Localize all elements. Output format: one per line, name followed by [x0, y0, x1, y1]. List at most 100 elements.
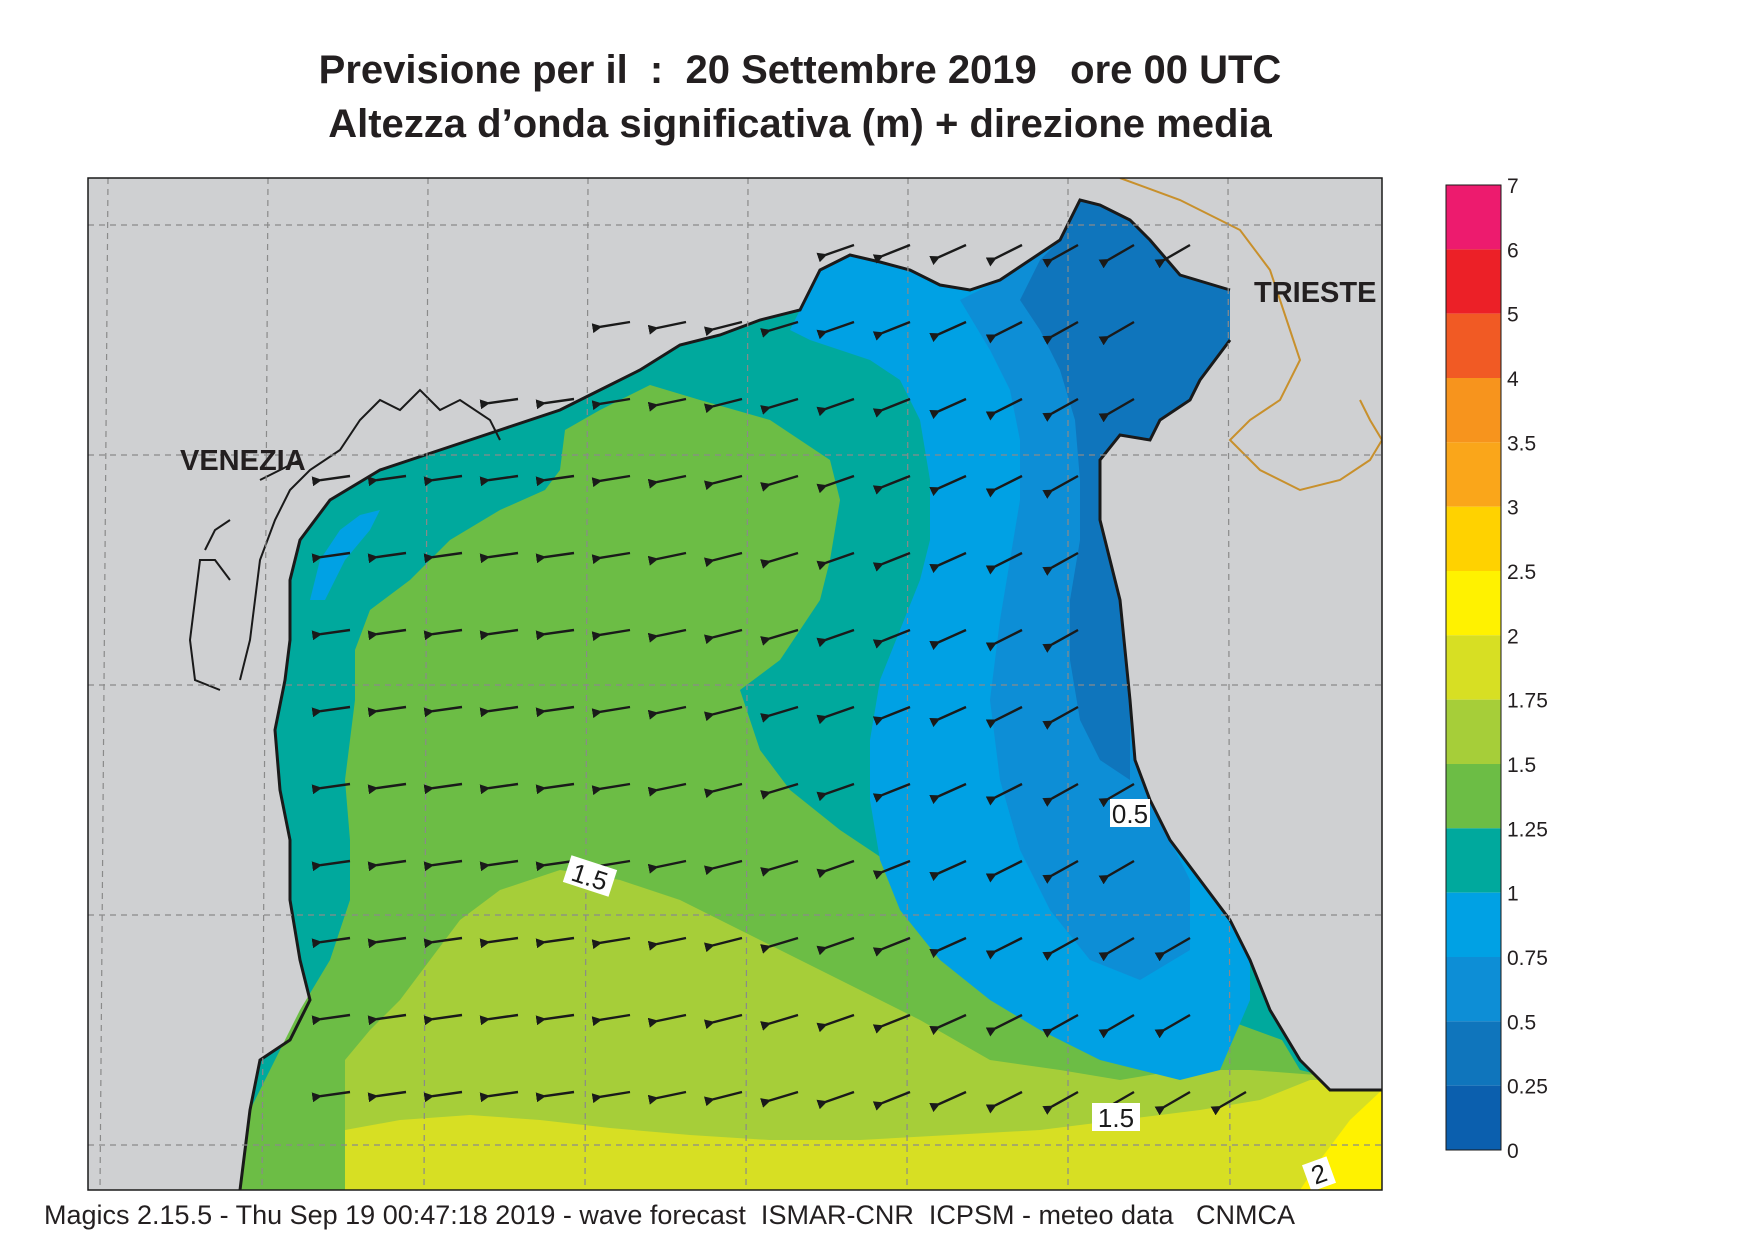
direction-arrow [1042, 243, 1079, 268]
direction-arrow [872, 474, 911, 495]
direction-arrow [929, 1090, 967, 1113]
legend-swatch [1446, 764, 1501, 829]
direction-arrow [311, 474, 351, 487]
direction-arrow [479, 936, 519, 949]
direction-arrow [816, 628, 855, 648]
direction-arrow [929, 936, 967, 959]
direction-arrow [647, 320, 687, 335]
direction-arrow [929, 320, 967, 343]
direction-arrow [479, 397, 519, 410]
direction-arrow [985, 1090, 1023, 1114]
direction-arrow [872, 705, 911, 726]
direction-arrow [535, 1013, 575, 1026]
direction-arrow [591, 936, 631, 950]
direction-arrow [760, 397, 799, 415]
direction-arrow [479, 551, 519, 564]
map-title-line2: Altezza d’onda significativa (m) + direz… [328, 102, 1272, 146]
direction-arrow [816, 551, 855, 571]
direction-arrow [1098, 320, 1135, 346]
direction-arrow [367, 1090, 407, 1103]
legend-label: 0.5 [1507, 1011, 1536, 1034]
legend-label: 1 [1507, 883, 1519, 906]
direction-arrow [423, 782, 463, 795]
legend-label: 7 [1507, 175, 1519, 198]
direction-arrow [985, 397, 1023, 421]
direction-arrow [760, 859, 799, 877]
direction-arrow [929, 859, 967, 882]
direction-arrow [760, 936, 799, 954]
legend-label: 2 [1507, 625, 1519, 648]
direction-arrow [1042, 1090, 1079, 1115]
direction-arrow [1098, 782, 1135, 808]
direction-arrow [1042, 936, 1079, 961]
direction-arrow [816, 243, 855, 263]
direction-arrow [535, 474, 575, 487]
direction-arrow [1042, 474, 1079, 499]
venezia-lagoon-outline [188, 388, 501, 691]
direction-arrow [423, 628, 463, 641]
direction-arrow [647, 782, 687, 797]
legend-label: 3.5 [1507, 432, 1536, 455]
svg-text:1.5: 1.5 [1098, 1103, 1134, 1133]
direction-arrow [985, 1013, 1023, 1037]
direction-arrow [367, 474, 407, 487]
direction-arrow [311, 1013, 351, 1026]
legend-label: 1.5 [1507, 754, 1536, 777]
direction-arrow [591, 551, 631, 565]
direction-arrow [703, 705, 743, 722]
legend-swatch [1446, 506, 1501, 571]
map-title-line1: Previsione per il : 20 Settembre 2019 or… [318, 48, 1282, 92]
direction-arrow [985, 705, 1023, 729]
direction-arrow [760, 1013, 799, 1031]
direction-arrow [647, 936, 687, 951]
direction-arrow [311, 936, 351, 949]
direction-arrow [929, 1013, 967, 1036]
direction-arrow [760, 705, 799, 723]
direction-arrow [1154, 1013, 1191, 1039]
venezia-coast-strip [310, 510, 380, 600]
direction-arrow [929, 705, 967, 728]
direction-arrow [872, 397, 911, 418]
direction-arrow [703, 782, 743, 799]
legend-swatch [1446, 571, 1501, 636]
footer-credits: Magics 2.15.5 - Thu Sep 19 00:47:18 2019… [44, 1200, 1296, 1230]
direction-arrow [423, 936, 463, 949]
direction-arrow [985, 628, 1023, 652]
legend-label: 0 [1507, 1140, 1519, 1163]
direction-arrow [423, 705, 463, 718]
direction-arrow [816, 397, 855, 417]
direction-arrow [703, 936, 743, 953]
legend-label: 0.75 [1507, 947, 1548, 970]
direction-arrow [535, 705, 575, 718]
direction-arrow [1154, 936, 1191, 962]
direction-arrow [985, 551, 1023, 575]
direction-arrow [367, 705, 407, 718]
direction-arrow [367, 551, 407, 564]
direction-arrow [1042, 705, 1079, 730]
direction-arrow [760, 551, 799, 569]
direction-arrow [1154, 1090, 1191, 1116]
direction-arrow [816, 782, 855, 802]
svg-text:0.5: 0.5 [1112, 799, 1148, 829]
direction-arrow [423, 1013, 463, 1026]
direction-arrow [872, 1090, 911, 1111]
map-frame [87, 177, 1383, 1191]
direction-arrow [1098, 936, 1135, 962]
national-border [1119, 178, 1382, 492]
direction-arrow [647, 474, 687, 489]
direction-arrow [985, 859, 1023, 883]
direction-arrow [591, 1090, 631, 1104]
direction-arrow [760, 628, 799, 646]
direction-arrow [872, 320, 911, 341]
legend-frame [1445, 184, 1502, 1151]
direction-arrow [367, 628, 407, 641]
legend-swatch [1446, 699, 1501, 764]
legend-swatch [1446, 892, 1501, 957]
contour-label-3: 0.5 [1110, 799, 1150, 829]
direction-arrow [872, 243, 911, 264]
sea-zone-0.25-0.5 [1020, 200, 1230, 780]
legend-swatch [1446, 378, 1501, 443]
direction-arrow [591, 320, 631, 334]
legend-swatch [1446, 957, 1501, 1022]
direction-arrow [1154, 243, 1191, 269]
